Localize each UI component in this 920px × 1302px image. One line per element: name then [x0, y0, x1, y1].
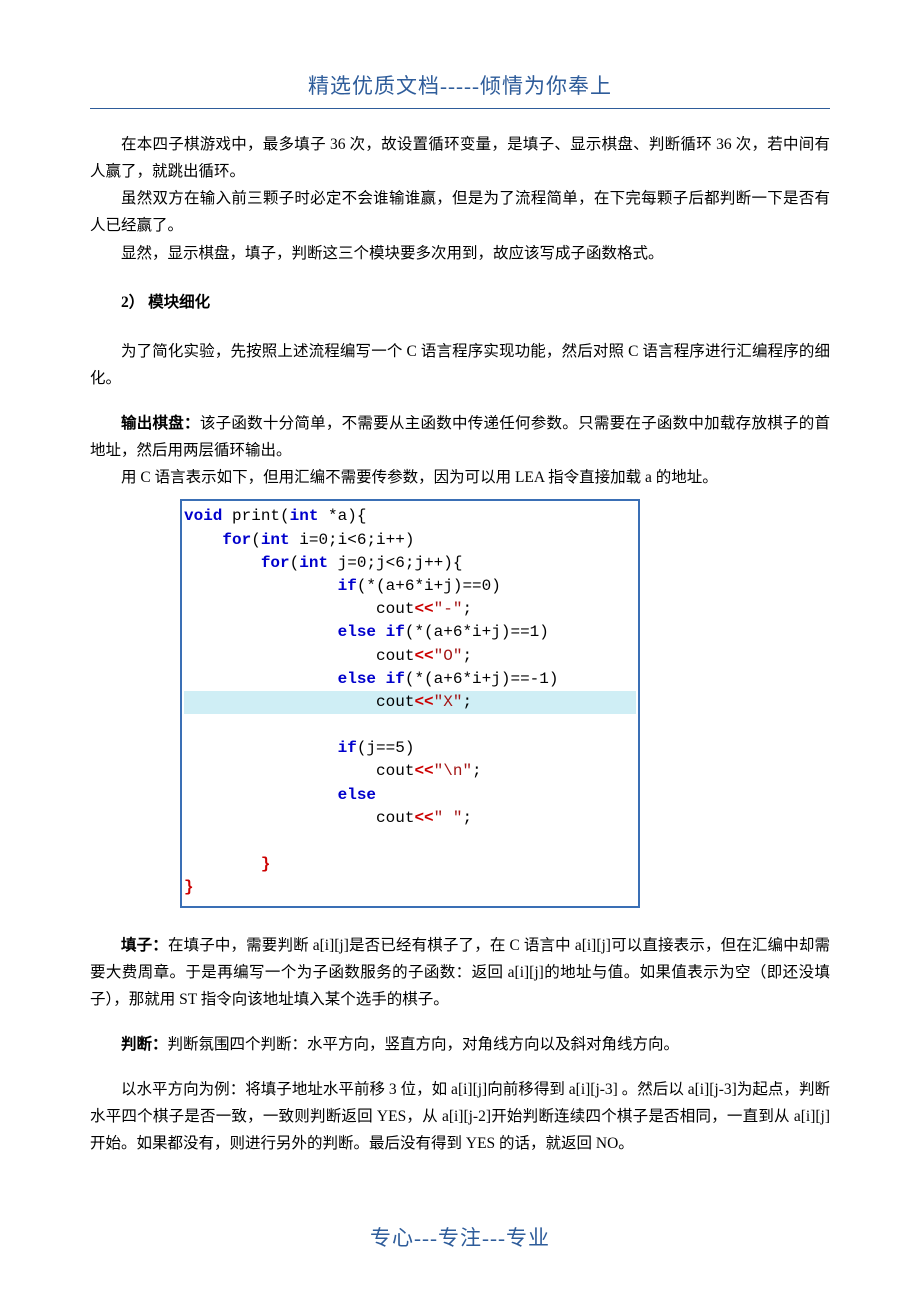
paragraph-simplify: 为了简化实验，先按照上述流程编写一个 C 语言程序实现功能，然后对照 C 语言程… — [90, 338, 830, 392]
code-block-print: void print(int *a){ for(int i=0;i<6;i++)… — [180, 499, 640, 907]
page-footer: 专心---专注---专业 — [0, 1222, 920, 1252]
text-output-board: 该子函数十分简单，不需要从主函数中传递任何参数。只需要在子函数中加载存放棋子的首… — [90, 415, 830, 459]
section-2-heading: 2） 模块细化 — [90, 289, 830, 316]
paragraph-fill: 填子：在填子中，需要判断 a[i][j]是否已经有棋子了，在 C 语言中 a[i… — [90, 932, 830, 1013]
code-line-11: if(j==5) — [184, 737, 636, 760]
text-fill: 在填子中，需要判断 a[i][j]是否已经有棋子了，在 C 语言中 a[i][j… — [90, 937, 830, 1008]
code-line-12: cout<<"\n"; — [184, 760, 636, 783]
code-line-7: cout<<"O"; — [184, 645, 636, 668]
page-header: 精选优质文档-----倾情为你奉上 — [90, 70, 830, 109]
label-judge: 判断： — [121, 1036, 168, 1053]
code-line-10 — [184, 714, 636, 737]
code-line-3: for(int j=0;j<6;j++){ — [184, 552, 636, 575]
paragraph-output-board: 输出棋盘：该子函数十分简单，不需要从主函数中传递任何参数。只需要在子函数中加载存… — [90, 410, 830, 464]
paragraph-sub-functions: 显然，显示棋盘，填子，判断这三个模块要多次用到，故应该写成子函数格式。 — [90, 240, 830, 267]
paragraph-horizontal: 以水平方向为例：将填子地址水平前移 3 位，如 a[i][j]向前移得到 a[i… — [90, 1076, 830, 1157]
paragraph-c-lea: 用 C 语言表示如下，但用汇编不需要传参数，因为可以用 LEA 指令直接加载 a… — [90, 464, 830, 491]
paragraph-check-win: 虽然双方在输入前三颗子时必定不会谁输谁赢，但是为了流程简单，在下完每颗子后都判断… — [90, 185, 830, 239]
paragraph-loop-36: 在本四子棋游戏中，最多填子 36 次，故设置循环变量，是填子、显示棋盘、判断循环… — [90, 131, 830, 185]
text-judge: 判断氛围四个判断：水平方向，竖直方向，对角线方向以及斜对角线方向。 — [168, 1036, 680, 1053]
code-line-16: } — [184, 853, 636, 876]
code-line-1: void print(int *a){ — [184, 505, 636, 528]
code-line-13: else — [184, 784, 636, 807]
code-line-15 — [184, 830, 636, 853]
code-line-5: cout<<"-"; — [184, 598, 636, 621]
code-line-2: for(int i=0;i<6;i++) — [184, 529, 636, 552]
code-line-17: } — [184, 876, 636, 899]
code-line-14: cout<<" "; — [184, 807, 636, 830]
code-line-6: else if(*(a+6*i+j)==1) — [184, 621, 636, 644]
code-line-4: if(*(a+6*i+j)==0) — [184, 575, 636, 598]
label-output-board: 输出棋盘： — [121, 415, 200, 432]
label-fill: 填子： — [121, 937, 168, 954]
code-line-9-highlighted: cout<<"X"; — [184, 691, 636, 714]
code-line-8: else if(*(a+6*i+j)==-1) — [184, 668, 636, 691]
paragraph-judge: 判断：判断氛围四个判断：水平方向，竖直方向，对角线方向以及斜对角线方向。 — [90, 1031, 830, 1058]
